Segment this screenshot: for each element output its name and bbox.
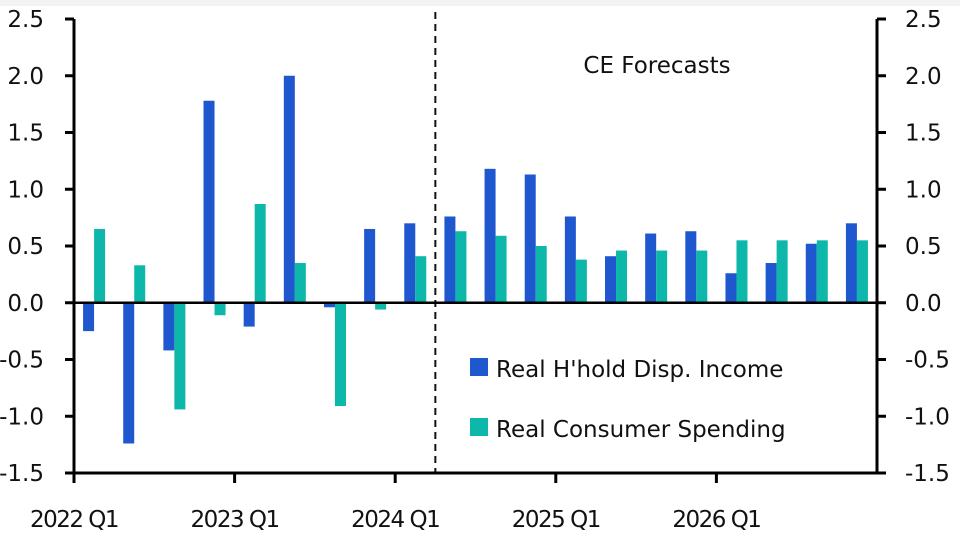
bar-spending-2026-q1 — [736, 240, 748, 303]
legend: Real H'hold Disp. Income Real Consumer S… — [470, 357, 786, 443]
bar-income-2026-q4 — [845, 223, 857, 303]
bar-income-2022-q2 — [123, 302, 135, 444]
x-tick-label: 2024 Q1 — [351, 507, 439, 533]
left-y-tick-label: 0.0 — [7, 291, 44, 317]
right-y-tick-label: 1.0 — [905, 177, 942, 203]
left-y-tick-label: 2.0 — [7, 64, 44, 90]
bar-income-2026-q3 — [805, 243, 817, 303]
right-y-tick-label: 2.0 — [905, 64, 942, 90]
left-y-tick-label: 1.5 — [7, 121, 44, 147]
bar-spending-2024-q4 — [535, 246, 547, 303]
left-y-tick-label: -1.5 — [0, 461, 44, 487]
bar-spending-2025-q3 — [656, 250, 668, 303]
bar-spending-2026-q3 — [816, 240, 828, 303]
bar-income-2024-q3 — [484, 168, 496, 303]
bar-spending-2023-q2 — [294, 263, 306, 303]
bar-spending-2025-q4 — [696, 250, 708, 303]
left-y-tick-label: 2.5 — [7, 7, 44, 33]
legend-swatch-spending — [470, 418, 488, 436]
bar-income-2023-q3 — [323, 302, 335, 308]
bar-spending-2023-q1 — [254, 204, 266, 303]
left-y-tick-label: -1.0 — [0, 404, 44, 430]
bar-spending-2022-q3 — [174, 302, 186, 410]
x-tick-label: 2026 Q1 — [672, 507, 760, 533]
right-y-tick-label: 2.5 — [905, 7, 942, 33]
bar-spending-2022-q1 — [94, 228, 106, 303]
x-tick-label: 2022 Q1 — [30, 507, 118, 533]
right-y-tick-label: -1.5 — [905, 461, 950, 487]
bar-spending-2022-q2 — [134, 265, 146, 303]
bar-income-2022-q1 — [83, 302, 95, 332]
bar-spending-2025-q2 — [616, 250, 628, 303]
bar-income-2023-q4 — [364, 228, 376, 303]
bar-income-2025-q3 — [645, 233, 657, 303]
x-tick-label: 2025 Q1 — [512, 507, 600, 533]
legend-label-income: Real H'hold Disp. Income — [496, 357, 783, 383]
bar-spending-2024-q1 — [415, 256, 427, 303]
legend-swatch-income — [470, 358, 488, 376]
bar-spending-2022-q4 — [214, 302, 226, 316]
bar-spending-2023-q3 — [334, 302, 346, 407]
left-y-tick-label: -0.5 — [0, 348, 44, 374]
legend-label-spending: Real Consumer Spending — [496, 417, 786, 443]
axes-group — [65, 12, 886, 483]
bar-income-2024-q1 — [404, 223, 416, 303]
bar-income-2024-q4 — [524, 174, 536, 303]
bar-spending-2024-q2 — [455, 231, 467, 303]
bar-spending-2026-q2 — [776, 240, 788, 303]
bar-spending-2024-q3 — [495, 235, 507, 303]
top-band — [0, 0, 960, 6]
bar-income-2025-q1 — [564, 216, 576, 303]
bar-spending-2023-q4 — [375, 302, 387, 310]
bar-income-2026-q1 — [725, 273, 737, 303]
bar-income-2025-q2 — [605, 256, 617, 303]
bar-spending-2026-q4 — [856, 240, 868, 303]
bar-income-2023-q1 — [243, 302, 255, 327]
right-y-tick-label: 1.5 — [905, 121, 942, 147]
bars-group — [83, 75, 868, 444]
bar-income-2025-q4 — [685, 231, 697, 303]
forecast-annotation: CE Forecasts — [583, 53, 730, 79]
bar-spending-2025-q1 — [575, 259, 587, 303]
bar-income-2023-q2 — [283, 75, 295, 303]
bar-income-2022-q3 — [163, 302, 175, 351]
bar-income-2024-q2 — [444, 216, 456, 303]
left-y-tick-label: 0.5 — [7, 234, 44, 260]
right-y-tick-label: 0.0 — [905, 291, 942, 317]
labels-group: 2.5 2.5 2.0 2.0 1.5 1.5 1.0 1.0 0.5 0.5 0.0 0.0 -0.5… — [0, 7, 950, 533]
x-tick-label: 2023 Q1 — [191, 507, 279, 533]
right-y-tick-label: -1.0 — [905, 404, 950, 430]
right-y-tick-label: 0.5 — [905, 234, 942, 260]
right-y-tick-label: -0.5 — [905, 348, 950, 374]
bar-income-2026-q2 — [765, 263, 777, 303]
left-y-tick-label: 1.0 — [7, 177, 44, 203]
bar-income-2022-q4 — [203, 100, 215, 303]
